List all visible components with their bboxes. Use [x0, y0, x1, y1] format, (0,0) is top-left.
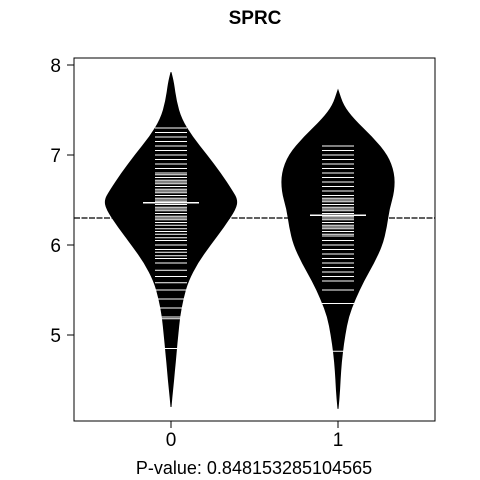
chart-title: SPRC	[229, 8, 282, 29]
y-tick-label-8: 8	[50, 56, 61, 77]
y-tick-label-7: 7	[50, 146, 61, 167]
plot-frame	[73, 57, 436, 422]
y-tick-label-6: 6	[50, 236, 61, 257]
bean-group-1	[281, 88, 395, 409]
bean-density-0	[104, 72, 238, 408]
bean-group-0	[104, 72, 238, 408]
x-tick-label-0: 0	[166, 430, 177, 451]
y-tick-label-5: 5	[50, 326, 61, 347]
plot-area	[74, 72, 435, 409]
x-axis-label: P-value: 0.848153285104565	[136, 458, 372, 478]
x-tick-label-1: 1	[333, 430, 344, 451]
